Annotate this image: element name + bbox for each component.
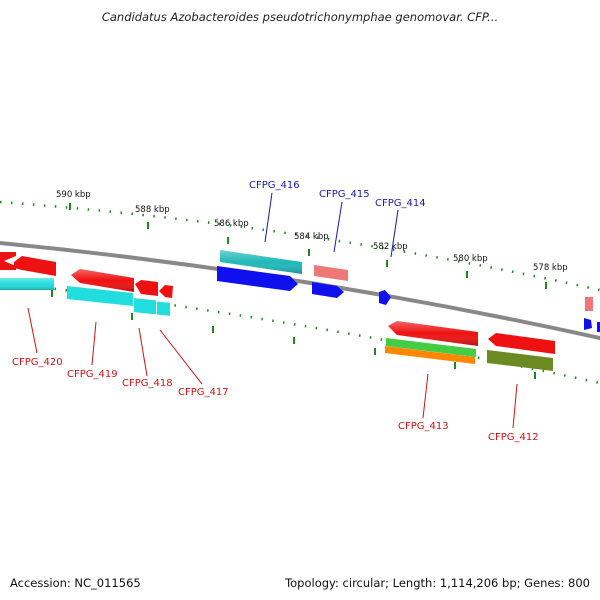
leader-cfpg-420: [27, 307, 38, 354]
genome-backbone: [0, 241, 600, 340]
gene-label-cfpg-413: CFPG_413: [398, 421, 449, 432]
scale-label-578: 578 kbp: [533, 263, 568, 273]
scale-label-586: 586 kbp: [214, 219, 249, 229]
outer-tick-ring: [0, 200, 600, 292]
gene-label-cfpg-416: CFPG_416: [249, 180, 300, 191]
gene-label-cfpg-412: CFPG_412: [488, 432, 539, 443]
gene-cfpg-417[interactable]: [157, 285, 173, 316]
leader-cfpg-414: [390, 209, 399, 258]
gene-partial-right[interactable]: [584, 297, 600, 332]
scale-label-584: 584 kbp: [294, 232, 329, 242]
genome-summary-text: Topology: circular; Length: 1,114,206 bp…: [285, 576, 590, 590]
accession-text: Accession: NC_011565: [10, 576, 141, 590]
gene-cfpg-416[interactable]: [217, 250, 302, 291]
leader-cfpg-419: [91, 321, 97, 366]
leader-cfpg-412: [512, 383, 518, 429]
gene-cfpg-413[interactable]: [385, 321, 478, 364]
leader-cfpg-417: [159, 329, 203, 385]
gene-cfpg-418[interactable]: [134, 280, 158, 315]
gene-cfpg-412[interactable]: [487, 333, 555, 371]
gene-label-cfpg-418: CFPG_418: [122, 378, 173, 389]
gene-cfpg-414[interactable]: [379, 290, 391, 305]
leader-cfpg-413: [422, 373, 429, 419]
scale-label-582: 582 kbp: [373, 242, 408, 252]
gene-cfpg-419[interactable]: [67, 269, 134, 306]
inner-tick-ring: [0, 280, 600, 385]
scale-label-590: 590 kbp: [56, 190, 91, 200]
gene-label-cfpg-414: CFPG_414: [375, 198, 426, 209]
gene-cfpg-420[interactable]: [0, 252, 56, 290]
gene-label-cfpg-420: CFPG_420: [12, 357, 63, 368]
leader-cfpg-418: [138, 327, 148, 377]
gene-label-cfpg-419: CFPG_419: [67, 369, 118, 380]
leader-cfpg-415: [333, 201, 343, 253]
leader-cfpg-416: [264, 192, 273, 243]
scale-label-588: 588 kbp: [135, 205, 170, 215]
map-title: Candidatus Azobacteroides pseudotrichony…: [101, 10, 499, 24]
gene-label-cfpg-417: CFPG_417: [178, 387, 229, 398]
gene-cfpg-415[interactable]: [312, 265, 348, 298]
scale-label-580: 580 kbp: [453, 254, 488, 264]
gene-label-cfpg-415: CFPG_415: [319, 189, 370, 200]
